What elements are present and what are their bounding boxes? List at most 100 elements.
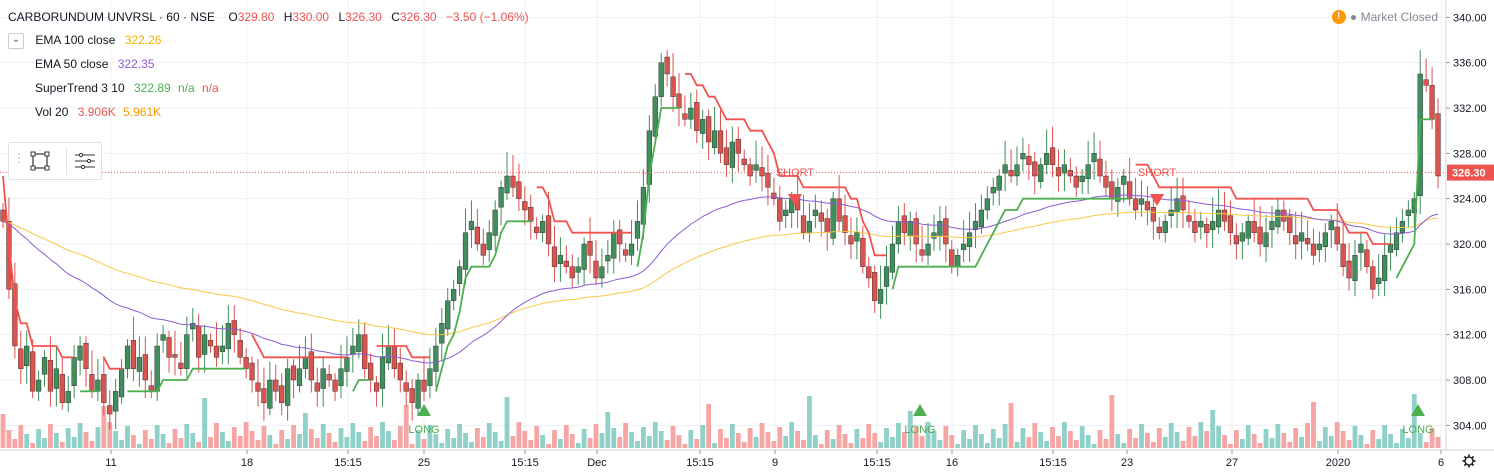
candle-down — [1150, 206, 1156, 222]
volume-bar — [415, 430, 421, 448]
volume-bar — [1346, 440, 1352, 448]
candle-up — [350, 345, 356, 355]
candle-down — [231, 320, 237, 335]
volume-bar — [498, 441, 504, 448]
volume-bar — [1382, 425, 1388, 448]
supertrend-down-line — [103, 356, 122, 370]
candle-up — [1316, 243, 1323, 250]
candle-up — [729, 141, 735, 168]
volume-bar — [303, 413, 308, 448]
volume-bar — [71, 437, 77, 448]
close-value: 326.30 — [399, 10, 437, 24]
candle-down — [949, 249, 955, 267]
candle-up — [628, 243, 635, 256]
candle-down — [1049, 147, 1056, 165]
volume-bar — [267, 435, 273, 448]
candle-down — [47, 359, 54, 392]
candle-down — [848, 235, 854, 245]
volume-bar — [474, 428, 480, 448]
volume-bar — [1067, 431, 1073, 448]
candle-up — [41, 357, 48, 375]
volume-bar — [36, 429, 41, 448]
candle-up — [1215, 209, 1222, 228]
candle-down — [1132, 198, 1139, 211]
volume-bar — [1388, 434, 1393, 448]
candle-up — [878, 289, 884, 304]
price-axis-label: 340.00 — [1453, 12, 1487, 24]
ema100-row[interactable]: ⌄ EMA 100 close 322.26 — [8, 33, 161, 49]
gear-tooth — [1463, 463, 1467, 467]
volume-bar — [884, 428, 889, 448]
volume-bar — [522, 431, 528, 448]
candle-down — [1221, 209, 1228, 222]
volume-bar — [1073, 440, 1079, 448]
candle-up — [996, 175, 1002, 191]
volume-bar — [119, 440, 124, 448]
volume-bar — [623, 423, 629, 448]
volume-bar — [184, 424, 190, 448]
drag-handle-icon[interactable]: ⋮ — [13, 151, 25, 165]
candle-down — [397, 362, 403, 381]
candle-up — [338, 368, 344, 386]
volume-bar — [783, 436, 789, 448]
candle-up — [492, 209, 498, 236]
volume-bar — [1287, 442, 1293, 448]
volume-bar — [646, 436, 652, 448]
volume-row[interactable]: Vol 20 3.906K 5.961K — [35, 105, 161, 119]
open-label: O — [228, 10, 238, 24]
candle-up — [1138, 198, 1145, 205]
candle-down — [0, 209, 6, 222]
volume-bar — [356, 432, 362, 448]
volume-bar — [249, 431, 255, 448]
gear-tooth — [1463, 455, 1467, 459]
candle-down — [207, 340, 214, 347]
status-dot-icon — [1350, 14, 1356, 20]
exchange-label: NSE — [190, 10, 215, 24]
volume-bar — [83, 432, 89, 448]
candle-up — [136, 357, 142, 372]
candle-up — [118, 368, 125, 398]
volume-bar — [1228, 444, 1233, 448]
candle-down — [196, 325, 202, 358]
volume-bar — [89, 441, 95, 448]
candle-down — [166, 337, 172, 358]
long-signal-arrow-icon — [417, 404, 431, 416]
ema100-line — [2, 211, 1439, 336]
candle-up — [1405, 209, 1411, 216]
supertrend-row[interactable]: SuperTrend 3 10 322.89 n/a n/a — [35, 81, 219, 95]
rectangle-tool-icon[interactable] — [29, 150, 51, 172]
market-status[interactable]: ! Market Closed — [1331, 10, 1438, 24]
ema50-row[interactable]: EMA 50 close 322.35 — [35, 57, 154, 71]
volume-bar — [635, 441, 640, 448]
volume-bar — [18, 425, 24, 448]
settings-lines-icon[interactable] — [73, 151, 97, 171]
warning-icon[interactable]: ! — [1331, 10, 1346, 24]
volume-layer — [0, 394, 1441, 448]
symbol-name[interactable]: CARBORUNDUM UNVRSL — [8, 10, 156, 24]
collapse-chevron-icon[interactable]: ⌄ — [8, 33, 24, 49]
volume-bar — [605, 412, 611, 448]
supertrend-down-line — [684, 73, 887, 257]
candle-up — [990, 187, 996, 194]
settings-gear-icon[interactable] — [1462, 454, 1476, 468]
volume-bar — [332, 442, 338, 448]
candle-up — [700, 119, 706, 134]
candle-up — [53, 368, 59, 389]
volume-value-2: 5.961K — [123, 105, 162, 119]
volume-bar — [913, 427, 919, 448]
volume-bar — [1216, 426, 1221, 448]
candle-down — [101, 374, 107, 403]
ema100-label: EMA 100 close — [35, 33, 116, 48]
volume-bar — [480, 437, 486, 448]
volume-bar — [350, 423, 356, 448]
volume-bar — [1364, 444, 1370, 448]
volume-bar — [973, 425, 978, 448]
low-value: 326.30 — [345, 10, 382, 24]
volume-bar — [1423, 442, 1429, 448]
candle-up — [320, 368, 326, 389]
volume-bar — [848, 443, 854, 448]
candle-down — [474, 226, 480, 245]
interval-label[interactable]: 60 — [166, 10, 180, 24]
price-axis-label: 308.00 — [1453, 375, 1487, 387]
